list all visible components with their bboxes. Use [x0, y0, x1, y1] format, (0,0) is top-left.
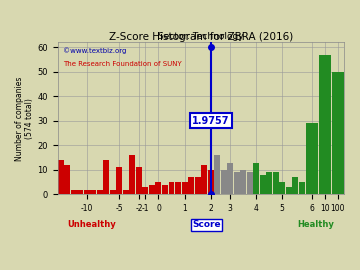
Bar	[77, 190, 83, 194]
Text: Unhealthy: Unhealthy	[68, 220, 116, 229]
Bar	[214, 155, 220, 194]
Bar	[181, 182, 188, 194]
Bar	[194, 177, 201, 194]
Title: Z-Score Histogram for ZBRA (2016): Z-Score Histogram for ZBRA (2016)	[109, 32, 293, 42]
Text: Healthy: Healthy	[297, 220, 334, 229]
Y-axis label: Number of companies
(574 total): Number of companies (574 total)	[15, 76, 35, 161]
Bar	[175, 182, 181, 194]
Bar	[58, 160, 64, 194]
Text: Sector: Technology: Sector: Technology	[158, 32, 244, 41]
Bar	[103, 160, 109, 194]
Bar	[332, 72, 343, 194]
Bar	[240, 170, 246, 194]
Bar	[266, 172, 272, 194]
Bar	[253, 163, 259, 194]
Bar	[319, 55, 330, 194]
Bar	[168, 182, 175, 194]
Bar	[64, 165, 70, 194]
Bar	[227, 163, 233, 194]
Bar	[149, 185, 155, 194]
Bar	[84, 190, 90, 194]
Bar	[116, 167, 122, 194]
Bar	[71, 190, 77, 194]
Bar	[130, 155, 135, 194]
Bar	[279, 182, 285, 194]
Bar	[234, 172, 240, 194]
Bar	[162, 185, 168, 194]
Bar	[97, 190, 103, 194]
Bar	[260, 175, 266, 194]
Text: Score: Score	[192, 220, 221, 229]
Bar	[110, 190, 116, 194]
Bar	[286, 187, 292, 194]
Bar	[90, 190, 96, 194]
Bar	[292, 177, 298, 194]
Bar	[247, 172, 253, 194]
Bar	[201, 165, 207, 194]
Bar	[208, 170, 213, 194]
Text: The Research Foundation of SUNY: The Research Foundation of SUNY	[63, 60, 182, 66]
Bar	[273, 172, 279, 194]
Bar	[156, 182, 162, 194]
Bar	[143, 187, 148, 194]
Text: ©www.textbiz.org: ©www.textbiz.org	[63, 47, 127, 53]
Bar	[299, 182, 305, 194]
Bar	[188, 177, 194, 194]
Bar	[306, 123, 318, 194]
Bar	[136, 167, 142, 194]
Bar	[221, 170, 226, 194]
Bar	[123, 190, 129, 194]
Text: 1.9757: 1.9757	[192, 116, 230, 126]
